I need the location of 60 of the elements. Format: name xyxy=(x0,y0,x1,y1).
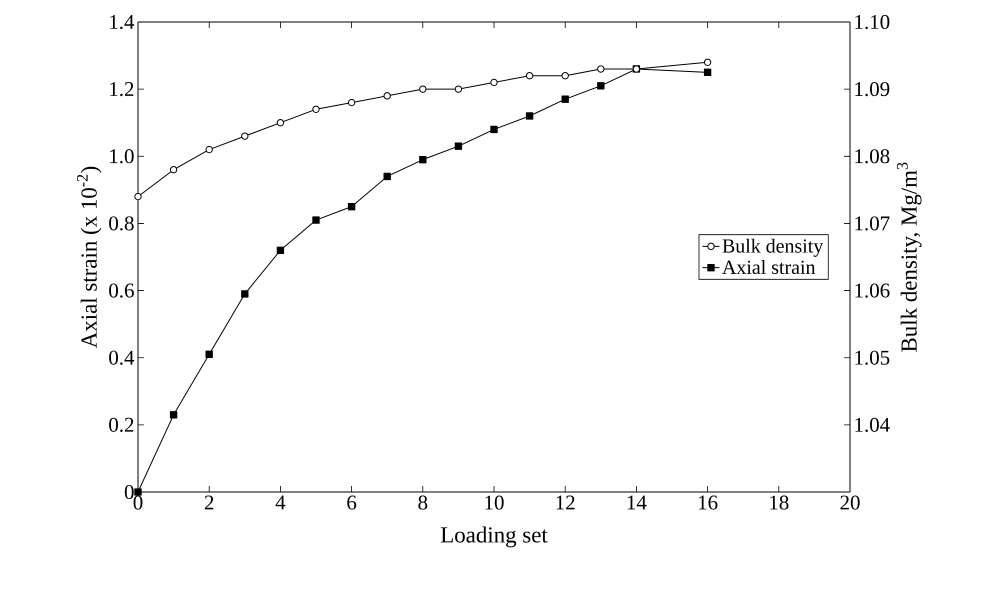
x-tick-label: 10 xyxy=(485,496,504,510)
x-tick-label: 4 xyxy=(276,496,286,510)
point xyxy=(490,126,498,134)
y2-tick-label: 1.07 xyxy=(855,216,890,231)
point xyxy=(206,350,213,358)
point xyxy=(419,85,426,93)
legend-label: Bulk density xyxy=(722,238,824,257)
x-tick-label: 14 xyxy=(628,496,647,510)
x-tick-label: 2 xyxy=(204,496,214,510)
point xyxy=(597,82,604,90)
point xyxy=(454,142,462,150)
point xyxy=(312,106,320,113)
point xyxy=(526,112,534,120)
point xyxy=(348,98,356,106)
point xyxy=(170,411,178,418)
y2-tick-label: 1.09 xyxy=(855,82,890,96)
point xyxy=(206,146,213,154)
y2-tick-label: 1.08 xyxy=(855,149,890,164)
point xyxy=(348,202,356,210)
point xyxy=(704,58,712,66)
x-tick-label: 18 xyxy=(770,496,788,510)
y-tick-label: 0.6 xyxy=(109,283,134,298)
y-tick-label: 0 xyxy=(124,484,134,500)
point xyxy=(526,72,534,80)
point xyxy=(562,72,569,80)
point xyxy=(276,119,284,126)
point xyxy=(490,78,498,86)
x-tick-label: 8 xyxy=(418,496,428,510)
point xyxy=(134,192,142,200)
y2-axis-title: Bulk density, Mg/m$^{3}$ xyxy=(896,162,922,352)
y2-tick-label: 1.06 xyxy=(855,283,890,298)
legend-label: Axial strain xyxy=(722,260,816,274)
y-tick-label: 0.2 xyxy=(109,418,134,432)
y-tick-label: 0.4 xyxy=(109,350,134,365)
point xyxy=(454,85,462,93)
x-tick-label: 16 xyxy=(698,496,718,510)
x-tick-label: 20 xyxy=(840,496,860,510)
point xyxy=(276,246,284,254)
y-tick-label: 1.4 xyxy=(110,14,134,30)
y-tick-label: 1.0 xyxy=(110,149,134,164)
point xyxy=(419,156,426,164)
x-axis-title: Loading set xyxy=(440,526,548,548)
point xyxy=(384,172,391,180)
point xyxy=(241,290,248,298)
y-tick-label: 1.2 xyxy=(110,82,134,96)
y-tick-label: 0.8 xyxy=(109,216,134,231)
y2-tick-label: 1.04 xyxy=(855,418,890,432)
point xyxy=(170,166,178,174)
point xyxy=(241,132,248,140)
point xyxy=(704,68,712,76)
point xyxy=(562,96,569,103)
y2-tick-label: 1.10 xyxy=(855,14,890,30)
point xyxy=(597,65,604,73)
point xyxy=(384,92,391,100)
y-axis-title: Axial strain (x 10$^{-2}$) xyxy=(76,166,102,348)
point xyxy=(134,488,142,496)
point xyxy=(312,216,320,224)
x-tick-label: 6 xyxy=(347,496,356,510)
y2-tick-label: 1.05 xyxy=(855,350,890,365)
x-tick-label: 12 xyxy=(556,496,575,510)
